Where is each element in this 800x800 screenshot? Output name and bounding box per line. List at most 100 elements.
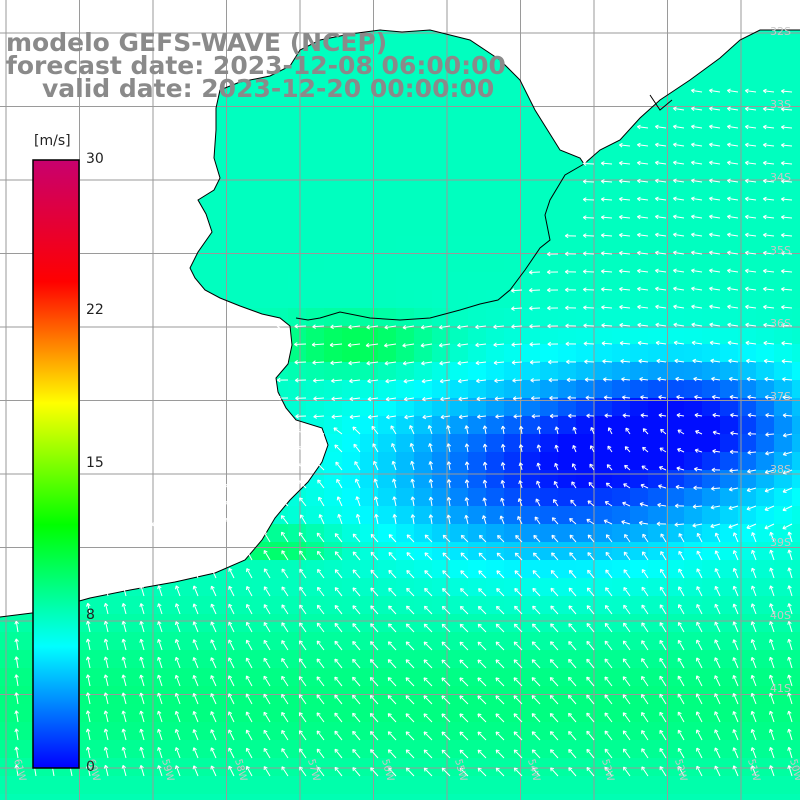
wind-arrow-head bbox=[623, 587, 628, 592]
wind-arrow bbox=[281, 531, 289, 543]
field-cell bbox=[342, 326, 361, 345]
field-cell bbox=[414, 380, 433, 399]
field-cell bbox=[108, 452, 127, 471]
wind-arrow-head bbox=[732, 639, 737, 644]
field-cell bbox=[342, 470, 361, 489]
field-cell bbox=[342, 488, 361, 507]
wind-arrow-head bbox=[732, 657, 737, 662]
field-cell bbox=[216, 560, 235, 579]
wind-arrow bbox=[87, 656, 91, 669]
wind-arrow-head bbox=[384, 360, 389, 366]
wind-arrow bbox=[175, 567, 181, 579]
wind-arrow-head bbox=[787, 549, 792, 554]
field-cell bbox=[792, 614, 800, 633]
wind-arrow-head bbox=[709, 106, 713, 112]
wind-arrow bbox=[421, 361, 433, 365]
wind-arrow bbox=[587, 552, 595, 561]
wind-arrow bbox=[228, 568, 235, 579]
field-cell bbox=[90, 686, 109, 705]
wind-arrow bbox=[675, 486, 685, 489]
wind-arrow bbox=[608, 427, 613, 435]
wind-arrow bbox=[440, 415, 451, 418]
field-cell bbox=[576, 776, 595, 795]
wind-arrow-head bbox=[529, 324, 533, 329]
wind-arrow-head bbox=[330, 324, 334, 330]
field-cell bbox=[270, 182, 289, 201]
wind-arrow-head bbox=[566, 377, 571, 383]
field-cell bbox=[612, 254, 631, 273]
field-cell bbox=[468, 776, 487, 795]
wind-arrow bbox=[261, 499, 271, 507]
field-cell bbox=[702, 416, 721, 435]
field-cell bbox=[612, 380, 631, 399]
wind-arrow-head bbox=[511, 306, 515, 311]
field-cell bbox=[234, 668, 253, 687]
wind-arrow-head bbox=[157, 746, 162, 751]
lat-label: 35S bbox=[770, 244, 791, 257]
wind-arrow-head bbox=[623, 604, 628, 609]
wind-arrow bbox=[710, 505, 721, 509]
field-cell bbox=[126, 650, 145, 669]
field-cell bbox=[324, 74, 343, 93]
wind-arrow bbox=[338, 514, 343, 525]
wind-arrow bbox=[210, 693, 217, 705]
wind-arrow-head bbox=[334, 569, 339, 574]
field-cell bbox=[774, 164, 793, 183]
field-cell bbox=[792, 740, 800, 759]
wind-arrow bbox=[281, 640, 289, 651]
field-cell bbox=[792, 92, 800, 111]
wind-arrow-head bbox=[366, 324, 371, 330]
wind-arrow-head bbox=[787, 692, 792, 697]
wind-arrow-head bbox=[331, 414, 336, 420]
field-cell bbox=[0, 434, 19, 453]
field-cell bbox=[630, 362, 649, 381]
wind-arrow-head bbox=[764, 506, 769, 512]
wind-arrow-head bbox=[478, 588, 483, 593]
wind-arrow-head bbox=[604, 748, 609, 753]
field-cell bbox=[774, 758, 793, 777]
field-cell bbox=[270, 308, 289, 327]
field-cell bbox=[504, 344, 523, 363]
wind-arrow-head bbox=[427, 425, 433, 429]
field-cell bbox=[702, 434, 721, 453]
field-cell bbox=[684, 488, 703, 507]
wind-arrow-head bbox=[355, 496, 360, 501]
wind-arrow bbox=[447, 514, 451, 525]
wind-arrow bbox=[659, 748, 667, 759]
wind-arrow bbox=[281, 766, 289, 777]
field-cell bbox=[270, 146, 289, 165]
wind-arrow-head bbox=[787, 638, 792, 643]
wind-arrow bbox=[656, 360, 667, 363]
wind-arrow bbox=[335, 461, 343, 471]
wind-arrow-head bbox=[550, 587, 555, 592]
field-cell bbox=[576, 308, 595, 327]
field-cell bbox=[540, 38, 559, 57]
field-cell bbox=[216, 776, 235, 795]
field-cell bbox=[504, 218, 523, 237]
wind-arrow bbox=[281, 658, 289, 669]
wind-arrow bbox=[727, 161, 739, 165]
field-cell bbox=[234, 794, 253, 800]
field-cell bbox=[324, 758, 343, 777]
field-cell bbox=[126, 506, 145, 525]
wind-arrow-head bbox=[714, 568, 719, 573]
wind-arrow-head bbox=[781, 359, 786, 364]
field-cell bbox=[270, 74, 289, 93]
field-cell bbox=[72, 128, 91, 147]
wind-arrow-head bbox=[696, 765, 701, 770]
wind-arrow-head bbox=[241, 483, 246, 488]
field-cell bbox=[468, 398, 487, 417]
field-cell bbox=[594, 344, 613, 363]
field-cell bbox=[234, 722, 253, 741]
field-cell bbox=[486, 452, 505, 471]
wind-arrow bbox=[590, 427, 595, 435]
field-cell bbox=[288, 326, 307, 345]
field-cell bbox=[378, 488, 397, 507]
wind-arrow bbox=[406, 570, 415, 579]
field-cell bbox=[666, 380, 685, 399]
wind-arrow-head bbox=[655, 322, 660, 328]
field-cell bbox=[324, 236, 343, 255]
field-cell bbox=[576, 182, 595, 201]
field-cell bbox=[558, 470, 577, 489]
wind-arrow-head bbox=[475, 324, 479, 330]
